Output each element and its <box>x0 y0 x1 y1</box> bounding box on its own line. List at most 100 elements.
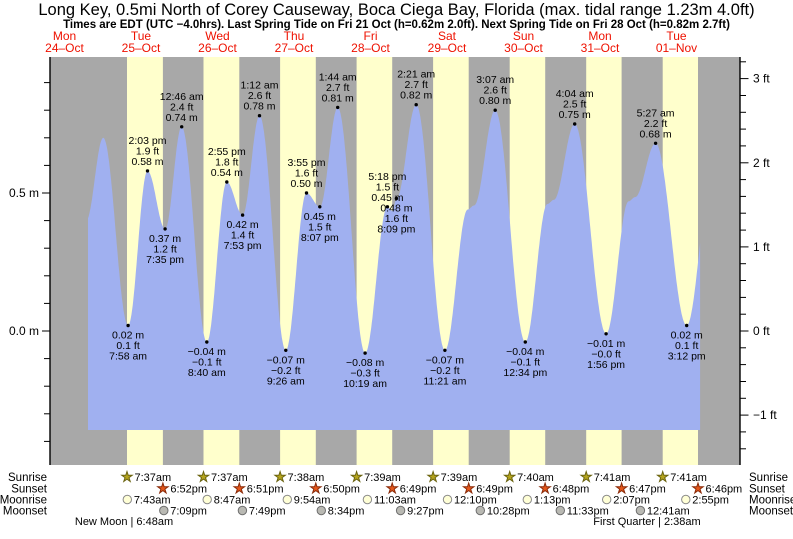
high-tide-annotation-line: 1.5 ft <box>376 181 399 193</box>
high-tide-annotation-line: 12:46 am <box>160 91 204 103</box>
low-tide-annotation-line: −0.3 ft <box>350 368 380 380</box>
moonset-circle-icon <box>555 505 565 516</box>
tide-extreme-dot <box>363 351 367 355</box>
tide-extreme-dot <box>336 105 340 110</box>
day-of-week-label: Tue <box>131 29 152 43</box>
y-axis-label-right: −1 ft <box>753 408 777 422</box>
low-tide-annotation-line: −0.07 m <box>426 354 464 366</box>
sunset-star-icon <box>232 481 247 495</box>
moonset-time: 10:28pm <box>487 506 530 518</box>
low-tide-annotation-line: −0.04 m <box>506 346 544 358</box>
sunrise-star-icon <box>196 469 211 483</box>
high-tide-annotation-line: 1.8 ft <box>215 157 238 169</box>
moonset-circle-icon <box>159 505 169 516</box>
sunrise-star-icon <box>579 469 593 483</box>
high-tide-annotation-line: 2.2 ft <box>644 118 667 130</box>
high-tide-annotation-line: 5:18 pm <box>368 171 406 183</box>
sunset-time: 6:51pm <box>247 484 284 496</box>
tide-extreme-dot <box>225 180 229 184</box>
high-tide-annotation-line: 2.7 ft <box>326 82 349 94</box>
sunrise-time: 7:39am <box>364 472 401 484</box>
sunrise-time: 7:40am <box>517 472 554 484</box>
low-tide-annotation-line: 1.4 ft <box>231 230 254 242</box>
tide-extreme-dot <box>523 340 527 344</box>
tide-extreme-dot <box>205 340 209 344</box>
low-tide-annotation-line: 1.2 ft <box>153 243 176 255</box>
moonset-circle-icon <box>395 505 406 516</box>
moonset-time: 9:27pm <box>407 506 444 518</box>
y-axis-label-left: 0.0 m <box>9 324 39 338</box>
moonset-time: 7:09pm <box>170 506 207 518</box>
high-tide-annotation-line: 0.75 m <box>559 109 591 121</box>
generated-chart-layer: 0.5 m0.0 m3 ft2 ft1 ft0 ft−1 ft0.02 m0.1… <box>9 29 777 518</box>
moonset-time: 7:49pm <box>249 506 286 518</box>
sunrise-star-icon <box>273 469 287 483</box>
sunrise-star-icon <box>426 469 440 483</box>
day-labels: Mon24–OctTue25–OctWed26–OctThu27–OctFri2… <box>45 29 697 55</box>
high-tide-annotation-line: 2.7 ft <box>405 79 428 91</box>
low-tide-annotation-line: 0.02 m <box>112 330 144 342</box>
moonrise-time: 2:07pm <box>613 495 650 507</box>
high-tide-annotation-line: 1.6 ft <box>295 168 318 180</box>
low-tide-annotation-line: 8:40 am <box>188 367 226 379</box>
tide-extreme-dot <box>284 348 288 352</box>
sunset-star-icon <box>156 481 170 495</box>
low-tide-annotation-line: −0.01 m <box>587 338 625 350</box>
day-date-label: 25–Oct <box>122 41 161 55</box>
low-tide-annotation-line: 7:58 am <box>109 351 147 363</box>
moonrise-circle-icon <box>202 494 212 505</box>
tide-extreme-dot <box>493 108 497 112</box>
moonrise-time: 9:54am <box>294 495 331 507</box>
day-date-label: 28–Oct <box>351 41 390 55</box>
new-moon-note: New Moon | 6:48am <box>75 516 173 528</box>
tide-extreme-dot <box>145 169 150 173</box>
moonset-time: 12:41am <box>647 506 690 518</box>
day-of-week-label: Thu <box>284 29 305 43</box>
axes: 0.5 m 0.0 m 3 ft 2 ft 1 ft 0 ft −1 ft <box>9 57 777 465</box>
low-tide-annotation-line: 7:53 pm <box>224 240 262 252</box>
day-date-label: 24–Oct <box>45 41 84 55</box>
sunrise-time: 7:37am <box>211 472 248 484</box>
sunset-time: 6:49pm <box>476 484 513 496</box>
astro-rows: 7:37am 7:37am 7:38am 7:39am 7:39am 7:40am 7:41… <box>120 469 742 518</box>
sunset-star-icon <box>614 481 629 495</box>
high-tide-annotation-line: 2.6 ft <box>248 90 271 102</box>
high-tide-annotation-line: 0.58 m <box>131 156 163 168</box>
low-tide-annotation-line: 1:56 pm <box>587 359 625 371</box>
sunset-time: 6:52pm <box>170 484 207 496</box>
moonrise-time: 8:47am <box>214 495 251 507</box>
high-tide-annotation-line: 0.80 m <box>479 95 511 107</box>
moonset-circle-icon <box>237 505 248 516</box>
moonrise-row-label-left: Moonrise <box>0 495 47 507</box>
high-tide-annotation-line: 2:03 pm <box>129 135 167 147</box>
y-axis-label-right: 3 ft <box>753 72 770 86</box>
page-title: Long Key, 0.5mi North of Corey Causeway,… <box>38 1 755 19</box>
sunrise-time: 7:41am <box>594 472 631 484</box>
low-tide-annotation-line: 8:09 pm <box>377 224 415 236</box>
low-tide-annotation-line: 3:12 pm <box>668 351 706 363</box>
moonset-circle-icon <box>475 505 485 516</box>
low-tide-annotation-line: 0.48 m <box>380 203 412 215</box>
low-tide-annotation-line: 9:26 am <box>267 375 305 387</box>
high-tide-annotation-line: 0.50 m <box>290 178 322 190</box>
y-axis-label-right: 1 ft <box>753 240 770 254</box>
low-tide-annotation-line: 0.42 m <box>227 219 259 231</box>
first-quarter-note: First Quarter | 2:38am <box>593 516 700 528</box>
sunset-star-icon <box>691 481 705 495</box>
sunrise-time: 7:37am <box>134 472 171 484</box>
high-tide-annotation-line: 4:04 am <box>556 88 594 100</box>
low-tide-annotation-line: 8:07 pm <box>301 232 339 244</box>
day-of-week-label: Wed <box>205 29 229 43</box>
moonrise-circle-icon <box>522 494 532 505</box>
sunrise-row-label-right: Sunrise <box>749 472 788 484</box>
day-date-label: 27–Oct <box>275 41 314 55</box>
day-of-week-label: Tue <box>666 29 687 43</box>
sunset-time: 6:48pm <box>553 484 590 496</box>
sunset-row-label-right: Sunset <box>749 484 786 496</box>
day-of-week-label: Mon <box>588 29 611 43</box>
tide-extreme-dot <box>604 332 608 336</box>
moonrise-time: 11:03am <box>374 495 416 507</box>
sunset-row-label-left: Sunset <box>11 484 48 496</box>
